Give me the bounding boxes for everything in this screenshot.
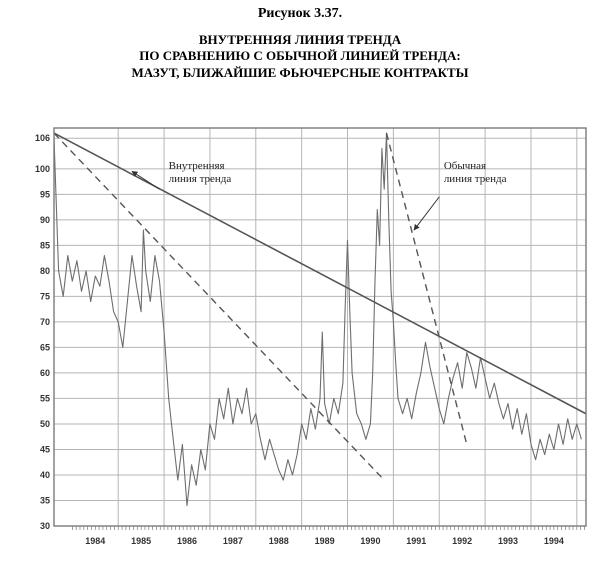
svg-text:1984: 1984: [85, 536, 105, 546]
svg-text:45: 45: [40, 444, 50, 454]
title-line: МАЗУТ, БЛИЖАЙШИЕ ФЬЮЧЕРСНЫЕ КОНТРАКТЫ: [0, 65, 600, 81]
svg-text:1991: 1991: [406, 536, 426, 546]
svg-text:1987: 1987: [223, 536, 243, 546]
svg-text:1993: 1993: [498, 536, 518, 546]
svg-text:100: 100: [35, 164, 50, 174]
svg-text:60: 60: [40, 368, 50, 378]
svg-text:1986: 1986: [177, 536, 197, 546]
svg-text:40: 40: [40, 470, 50, 480]
svg-text:Обычная: Обычная: [444, 160, 486, 172]
svg-text:30: 30: [40, 521, 50, 531]
figure-caption: Рисунок 3.37.: [0, 6, 600, 22]
svg-text:линия тренда: линия тренда: [169, 173, 232, 185]
svg-text:1990: 1990: [360, 536, 380, 546]
svg-text:1988: 1988: [269, 536, 289, 546]
svg-text:80: 80: [40, 266, 50, 276]
svg-text:65: 65: [40, 342, 50, 352]
chart-container: 30 35 40 45 50 55 60 65 70 75 80 85 90 95 100 106 1984 19…: [32, 124, 592, 554]
title-line: ПО СРАВНЕНИЮ С ОБЫЧНОЙ ЛИНИЕЙ ТРЕНДА:: [0, 48, 600, 64]
svg-text:95: 95: [40, 189, 50, 199]
svg-text:1985: 1985: [131, 536, 151, 546]
trend-line-chart: 30 35 40 45 50 55 60 65 70 75 80 85 90 95 100 106 1984 19…: [32, 124, 592, 554]
svg-text:85: 85: [40, 240, 50, 250]
svg-text:35: 35: [40, 495, 50, 505]
svg-text:75: 75: [40, 291, 50, 301]
title-line: ВНУТРЕННЯЯ ЛИНИЯ ТРЕНДА: [0, 32, 600, 48]
svg-text:90: 90: [40, 215, 50, 225]
svg-text:1994: 1994: [544, 536, 564, 546]
svg-text:1989: 1989: [315, 536, 335, 546]
svg-text:55: 55: [40, 393, 50, 403]
chart-title: ВНУТРЕННЯЯ ЛИНИЯ ТРЕНДА ПО СРАВНЕНИЮ С О…: [0, 32, 600, 81]
svg-text:50: 50: [40, 419, 50, 429]
svg-text:70: 70: [40, 317, 50, 327]
svg-text:линия тренда: линия тренда: [444, 173, 507, 185]
svg-text:1992: 1992: [452, 536, 472, 546]
svg-text:106: 106: [35, 133, 50, 143]
svg-text:Внутренняя: Внутренняя: [169, 160, 225, 172]
